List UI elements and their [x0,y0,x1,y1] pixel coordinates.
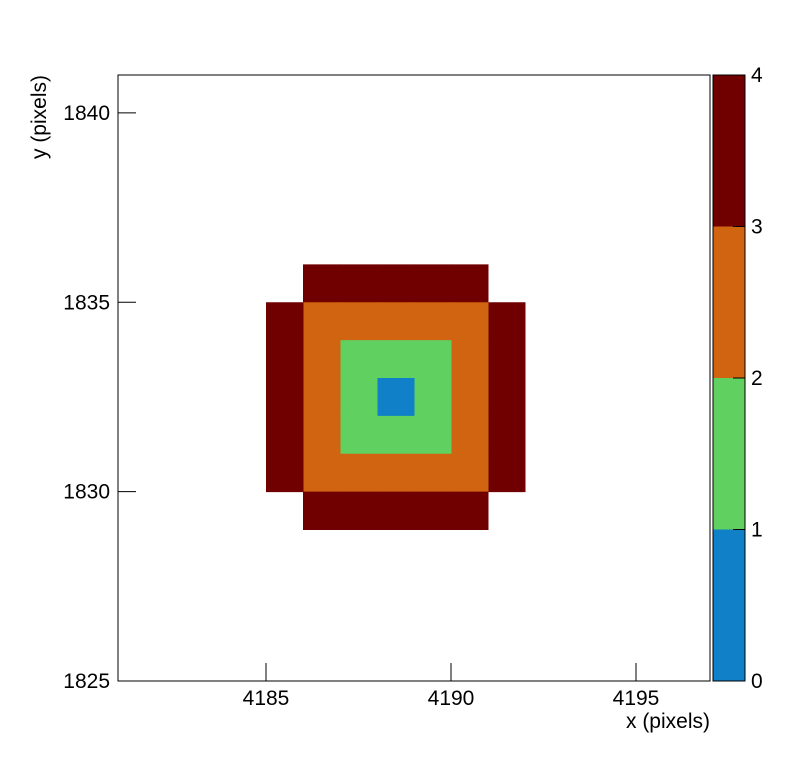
cell [340,302,378,341]
x-tick-label: 4190 [428,687,475,710]
cell [266,453,304,493]
cell [377,264,415,303]
cell [303,340,341,379]
x-axis-title: x (pixels) [626,710,710,733]
x-tick-label: 4185 [243,687,290,710]
cell [303,264,341,303]
cell [303,491,341,530]
cell [377,378,415,417]
cell [266,302,304,341]
cell [451,453,489,493]
cell [340,378,378,417]
cell [488,378,526,417]
cell [340,264,378,303]
cell [414,378,452,417]
cell [377,340,415,379]
y-tick-label: 1825 [63,670,110,693]
cell [340,415,378,455]
cell [340,340,378,379]
y-tick-label: 1840 [63,102,110,125]
cell [451,340,489,379]
cell [488,415,526,455]
cell [488,453,526,493]
cell [451,491,489,530]
colorbar-tick-label: 4 [751,64,763,87]
cell [451,302,489,341]
y-axis-title: y (pixels) [28,75,51,159]
cell [303,453,341,493]
cell [451,264,489,303]
cell [488,302,526,341]
cell [340,453,378,493]
cell [303,378,341,417]
colorbar-tick-label: 3 [751,216,763,239]
cell [451,378,489,417]
colorbar-tick-label: 1 [751,519,763,542]
colorbar-segment [713,75,745,227]
cell [266,340,304,379]
cell [414,340,452,379]
cell [266,415,304,455]
cell [414,302,452,341]
cell [414,415,452,455]
cell [303,415,341,455]
cell [303,302,341,341]
plot-frame [117,74,711,682]
cell [377,453,415,493]
cell [414,491,452,530]
y-tick-label: 1830 [63,481,110,504]
cell [414,453,452,493]
cell [451,415,489,455]
cell [266,378,304,417]
cell [414,264,452,303]
colorbar-segment [713,378,745,530]
cell [377,302,415,341]
colorbar-segment [713,529,745,681]
cell [377,491,415,530]
x-tick-label: 4195 [613,687,660,710]
cell [488,340,526,379]
y-tick-label: 1835 [63,291,110,314]
cell [340,491,378,530]
colorbar-segment [713,226,745,378]
cell [377,415,415,455]
colorbar-tick-label: 0 [751,670,763,693]
colorbar-tick-label: 2 [751,367,763,390]
